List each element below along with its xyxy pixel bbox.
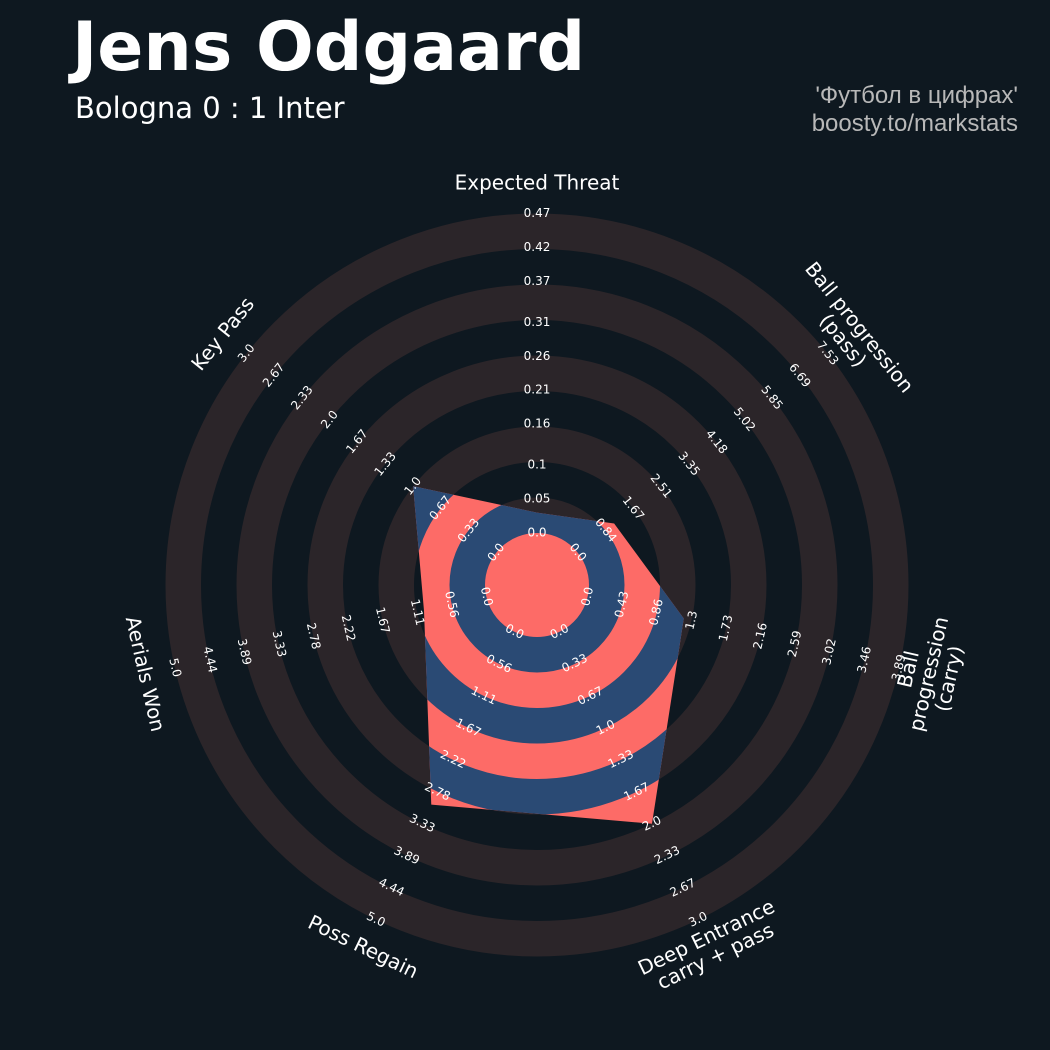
param-label: Expected Threat: [454, 170, 620, 195]
tick-label: 3.89: [235, 637, 255, 666]
radar-band: [413, 486, 684, 815]
tick-label: 0.37: [524, 274, 551, 288]
ring: [236, 284, 838, 886]
tick-label: 3.33: [270, 629, 290, 658]
tick-label: 0.0: [478, 586, 496, 608]
tick-label: 0.42: [524, 240, 551, 254]
chart-subtitle: Bologna 0 : 1 Inter: [75, 91, 345, 125]
tick-label: 1.11: [408, 598, 428, 627]
tick-label: 2.78: [304, 621, 324, 650]
tick-label: 0.21: [524, 383, 551, 397]
tick-label: 1.73: [716, 613, 736, 642]
tick-label: 2.59: [785, 629, 805, 658]
tick-label: 4.44: [200, 645, 220, 674]
tick-label: 3.02: [819, 637, 839, 666]
tick-label: 0.86: [646, 598, 666, 627]
chart-title: Jens Odgaard: [72, 8, 586, 87]
tick-label: 0.0: [527, 526, 546, 540]
tick-label: 1.3: [682, 609, 700, 631]
tick-label: 3.89: [889, 653, 909, 682]
tick-label: 2.16: [750, 621, 770, 650]
tick-label: 0.47: [524, 206, 551, 220]
tick-label: 0.31: [524, 315, 551, 329]
tick-label: 0.05: [524, 492, 551, 506]
radar-band: [449, 497, 625, 673]
tick-label: 5.0: [166, 657, 184, 679]
credit: boosty.to/markstats: [811, 110, 1018, 137]
ring: [165, 213, 909, 957]
tick-label: 1.67: [373, 606, 393, 635]
tick-label: 2.22: [339, 613, 359, 642]
credit: 'Футбол в цифрах': [815, 82, 1018, 109]
tick-label: 0.1: [527, 458, 546, 472]
tick-label: 0.0: [578, 586, 596, 608]
tick-label: 0.26: [524, 349, 551, 363]
tick-label: 0.43: [612, 590, 632, 619]
tick-label: 3.46: [854, 645, 874, 674]
tick-label: 0.56: [442, 590, 462, 619]
tick-label: 0.16: [524, 417, 551, 431]
